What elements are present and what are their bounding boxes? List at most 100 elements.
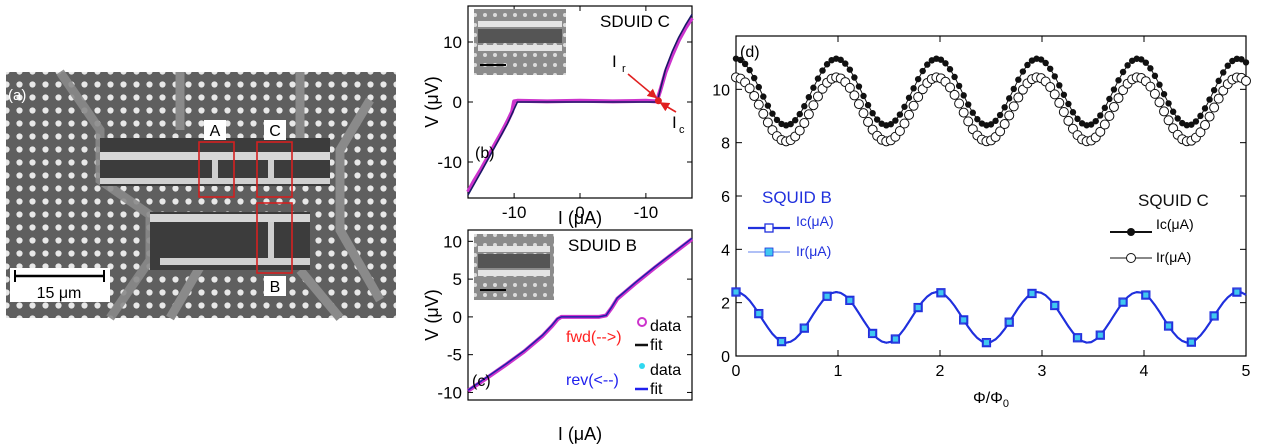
data-point [1074, 334, 1081, 342]
legend-c-ic-label: Ic(μA) [1156, 216, 1194, 232]
data-point [749, 90, 760, 101]
legend-squid-c-title: SQUID C [1138, 191, 1209, 210]
data-point [1195, 127, 1206, 138]
data-point [800, 324, 808, 332]
data-point [960, 316, 968, 324]
box-label-a: A [210, 123, 221, 140]
data-point [1104, 111, 1115, 122]
data-point [1092, 117, 1099, 125]
data-point [1204, 111, 1215, 122]
data-point [955, 82, 963, 90]
data-point [758, 108, 769, 119]
legend-c-ir-label: Ir(μA) [1156, 249, 1191, 265]
legend-rev-data-label: data [650, 362, 681, 379]
panel-c-iv-squid-b: -10 -5 0 5 10 I (μA) V (μV) SDUID B (c) data fwd(-… [422, 229, 694, 444]
data-point [1006, 95, 1013, 102]
data-point [899, 118, 910, 129]
data-point [799, 117, 810, 128]
data-point [1042, 59, 1049, 67]
data-point [969, 109, 976, 116]
data-point [1145, 81, 1156, 92]
data-point [808, 100, 819, 111]
data-point [1060, 91, 1068, 98]
data-point [846, 296, 854, 304]
panel-tag: (b) [475, 145, 495, 162]
data-point [1159, 106, 1170, 117]
y-axis-label: V (μV) [422, 289, 442, 340]
data-point [905, 94, 913, 101]
data-point [992, 117, 999, 125]
data-point [1210, 312, 1218, 320]
data-point [1224, 62, 1231, 69]
x-tick-label: 1 [834, 363, 843, 380]
y-tick-label: -10 [437, 153, 462, 172]
y-tick-label: 0 [721, 349, 730, 366]
data-point [913, 92, 924, 103]
data-point [1238, 56, 1245, 63]
data-point [1099, 119, 1110, 130]
data-point [791, 117, 799, 124]
data-point [1163, 115, 1174, 126]
data-point [1200, 120, 1211, 131]
data-point [937, 56, 945, 63]
data-point [1220, 69, 1227, 76]
junction-box-a [198, 141, 235, 198]
data-point [1165, 100, 1172, 107]
data-point [951, 73, 958, 81]
data-point [999, 119, 1010, 130]
data-point [1192, 118, 1200, 125]
y-tick-label: 10 [443, 33, 462, 52]
scale-bar-label: 15 μm [37, 285, 82, 302]
data-point [1188, 121, 1195, 128]
data-point [1074, 115, 1081, 123]
data-point [942, 60, 949, 67]
data-point [849, 90, 860, 101]
data-point [753, 99, 764, 110]
panel-d-critical-current-vs-flux: 0 2 4 6 8 10 0 1 2 3 4 5 Φ/Φ0 (d) SQUID B Ic(μA) Ir(μA) S… [712, 35, 1251, 410]
data-point [769, 110, 776, 117]
data-point [1019, 68, 1027, 75]
switching-point [654, 97, 662, 105]
data-point [755, 83, 762, 91]
data-point [1101, 104, 1109, 112]
x-tick-label: 0 [732, 363, 741, 380]
box-label-c: C [269, 123, 281, 140]
data-point [869, 330, 877, 337]
legend-fwd-fit-label: fit [650, 337, 663, 354]
data-point [819, 67, 826, 74]
y-tick-label: 10 [712, 82, 730, 99]
arrow-ic [659, 102, 677, 113]
data-point [965, 101, 972, 108]
x-axis-label: I (μA) [558, 208, 602, 228]
data-point [823, 292, 831, 300]
data-point [1063, 115, 1074, 126]
x-tick-label: 5 [1242, 363, 1251, 380]
scale-bar-box [10, 268, 110, 302]
data-point [1115, 77, 1122, 84]
chart-title: SDUID B [568, 236, 637, 255]
data-point [1004, 110, 1015, 121]
data-point [1096, 331, 1104, 339]
data-point [1147, 65, 1154, 72]
data-point [744, 83, 755, 94]
data-point [1028, 290, 1036, 297]
data-point [787, 120, 794, 128]
data-point [860, 92, 867, 100]
data-point [837, 56, 844, 64]
data-point [732, 288, 740, 296]
data-point [1058, 106, 1069, 117]
data-point [1110, 86, 1118, 93]
x-tick-label: 4 [1140, 363, 1149, 380]
x-axis-label: Φ/Φ0 [973, 390, 1009, 410]
y-tick-label: 4 [721, 242, 730, 259]
junction-box-b [256, 202, 293, 274]
data-point [812, 91, 823, 102]
data-point [863, 116, 874, 127]
legend-fwd-data-marker [637, 317, 647, 327]
data-point [751, 74, 758, 82]
y-tick-label: 10 [443, 232, 462, 251]
data-point [1142, 59, 1150, 66]
data-point [1049, 89, 1060, 100]
data-point [987, 121, 995, 128]
